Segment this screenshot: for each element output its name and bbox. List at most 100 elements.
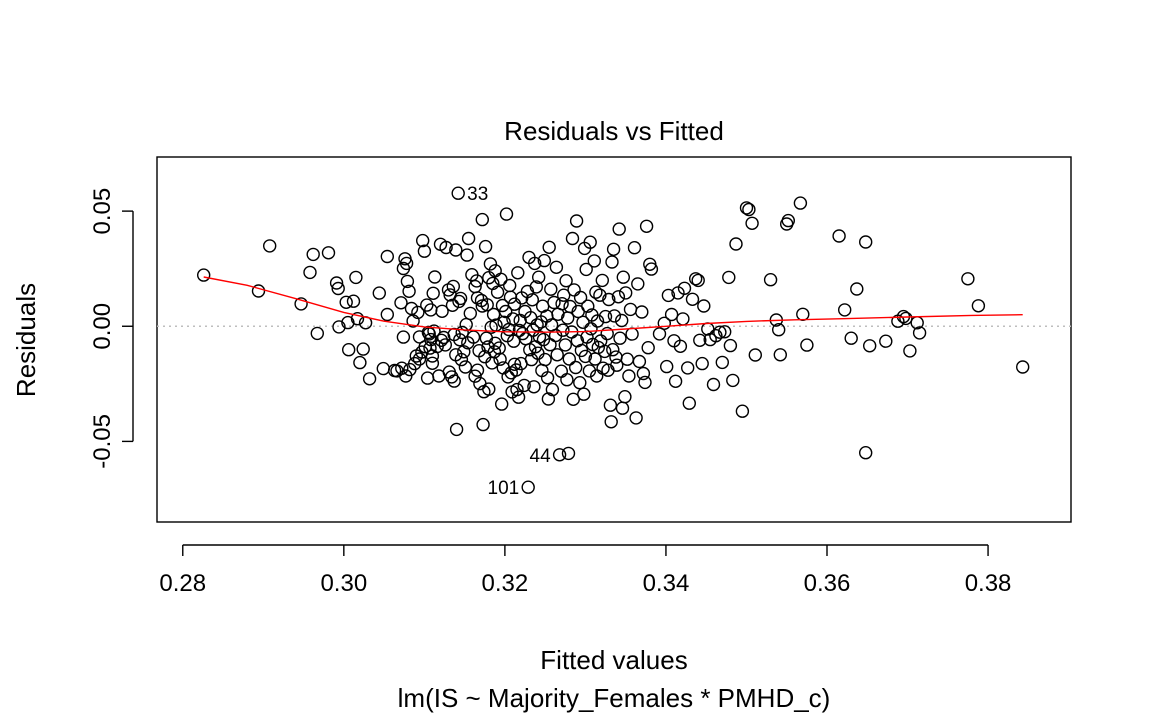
data-point bbox=[722, 270, 736, 285]
data-point bbox=[673, 339, 688, 353]
data-point bbox=[411, 305, 425, 320]
data-point bbox=[850, 282, 864, 296]
data-point bbox=[495, 397, 509, 411]
data-point bbox=[537, 253, 551, 268]
data-point bbox=[899, 311, 913, 326]
data-point bbox=[793, 196, 808, 210]
plot-frame bbox=[156, 156, 1072, 523]
data-point bbox=[587, 254, 601, 268]
data-point bbox=[859, 235, 873, 249]
x-axis: 0.28 0.30 0.32 0.34 0.36 0.38 bbox=[159, 544, 1011, 597]
data-point bbox=[486, 307, 501, 322]
data-point bbox=[525, 293, 539, 307]
data-point bbox=[566, 392, 580, 406]
y-axis: -0.05 0.00 0.05 bbox=[89, 188, 134, 469]
data-point bbox=[356, 342, 370, 356]
data-point bbox=[622, 369, 636, 383]
data-point bbox=[420, 298, 434, 312]
data-point bbox=[372, 286, 386, 300]
data-point bbox=[438, 338, 452, 352]
data-point bbox=[541, 392, 556, 406]
data-point bbox=[449, 422, 464, 437]
data-point bbox=[339, 295, 353, 309]
data-point bbox=[455, 325, 469, 340]
data-point bbox=[638, 375, 652, 390]
data-point bbox=[506, 312, 520, 326]
data-point bbox=[558, 338, 572, 352]
data-point bbox=[565, 231, 580, 246]
data-point bbox=[644, 262, 659, 276]
y-tick-label: 0.00 bbox=[89, 303, 116, 350]
data-point bbox=[501, 370, 515, 384]
data-point bbox=[475, 299, 489, 313]
data-point bbox=[742, 202, 756, 217]
data-points bbox=[196, 186, 1030, 494]
data-point bbox=[492, 341, 506, 355]
data-point bbox=[503, 278, 517, 293]
data-point bbox=[763, 273, 778, 287]
data-point bbox=[395, 361, 409, 375]
data-point bbox=[593, 288, 607, 302]
data-point bbox=[838, 303, 852, 317]
x-tick-label: 0.30 bbox=[320, 570, 367, 597]
data-point bbox=[559, 274, 573, 288]
data-point bbox=[489, 318, 503, 332]
data-point bbox=[445, 298, 460, 312]
data-point bbox=[689, 272, 703, 286]
data-point bbox=[478, 239, 493, 254]
data-point bbox=[329, 276, 344, 290]
data-point bbox=[483, 257, 498, 271]
data-point bbox=[488, 336, 502, 350]
data-point bbox=[342, 343, 356, 357]
data-point bbox=[573, 290, 588, 305]
data-point bbox=[461, 231, 476, 246]
data-point bbox=[380, 249, 394, 264]
data-point bbox=[832, 229, 846, 243]
data-point bbox=[600, 326, 614, 341]
data-point bbox=[713, 325, 727, 339]
data-point bbox=[611, 290, 626, 304]
data-point bbox=[532, 330, 547, 344]
data-point bbox=[552, 448, 567, 462]
data-point bbox=[503, 290, 518, 304]
data-point bbox=[657, 316, 671, 330]
data-point bbox=[573, 376, 587, 390]
data-point bbox=[427, 324, 441, 338]
data-point bbox=[507, 357, 522, 371]
data-point bbox=[497, 315, 511, 329]
data-point bbox=[610, 358, 624, 372]
data-point bbox=[616, 270, 630, 284]
data-point bbox=[527, 380, 541, 394]
data-point bbox=[781, 213, 795, 228]
data-point bbox=[428, 270, 442, 284]
data-point bbox=[517, 378, 531, 393]
data-point bbox=[631, 277, 645, 291]
data-point bbox=[745, 216, 759, 231]
data-point bbox=[434, 333, 448, 347]
data-point bbox=[697, 299, 711, 313]
x-tick-label: 0.28 bbox=[159, 570, 206, 597]
data-point bbox=[396, 330, 411, 344]
data-point bbox=[321, 246, 336, 260]
x-axis-label: Fitted values bbox=[540, 645, 687, 675]
data-point bbox=[668, 374, 683, 388]
data-point bbox=[528, 256, 542, 271]
data-point bbox=[545, 382, 560, 397]
x-tick-label: 0.32 bbox=[482, 570, 529, 597]
point-label: 44 bbox=[530, 446, 552, 467]
data-point bbox=[460, 248, 474, 262]
data-point bbox=[476, 417, 490, 432]
data-point bbox=[598, 309, 613, 324]
data-point bbox=[470, 291, 485, 305]
data-point bbox=[556, 323, 570, 337]
data-point bbox=[706, 377, 721, 392]
point-annotations: 33 44 101 bbox=[467, 184, 551, 499]
data-point bbox=[607, 309, 622, 323]
data-point bbox=[380, 307, 394, 322]
model-formula-subtitle: lm(IS ~ Majority_Females * PMHD_c) bbox=[398, 683, 831, 713]
data-point bbox=[578, 349, 593, 364]
data-point bbox=[263, 239, 277, 253]
data-point bbox=[394, 296, 408, 310]
data-point bbox=[602, 292, 616, 307]
